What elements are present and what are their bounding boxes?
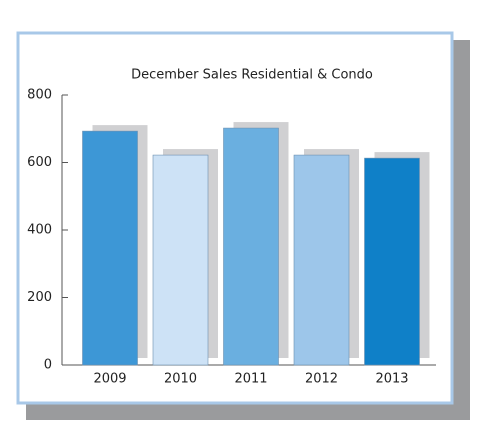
bar <box>223 127 279 366</box>
y-tick-label: 600 <box>27 155 52 170</box>
y-tick-label: 200 <box>27 290 52 305</box>
chart-title: December Sales Residential & Condo <box>131 68 373 83</box>
bar <box>152 154 209 366</box>
x-tick-label: 2011 <box>234 372 267 387</box>
bar <box>82 130 138 366</box>
y-tick-label: 400 <box>27 223 52 238</box>
x-tick-label: 2012 <box>305 372 338 387</box>
x-tick-label: 2009 <box>93 372 126 387</box>
y-tick-label: 0 <box>44 358 52 373</box>
bar <box>293 154 350 366</box>
y-tick-label: 800 <box>27 88 52 103</box>
bar <box>364 157 420 366</box>
x-tick-label: 2013 <box>375 372 408 387</box>
x-tick-label: 2010 <box>164 372 197 387</box>
